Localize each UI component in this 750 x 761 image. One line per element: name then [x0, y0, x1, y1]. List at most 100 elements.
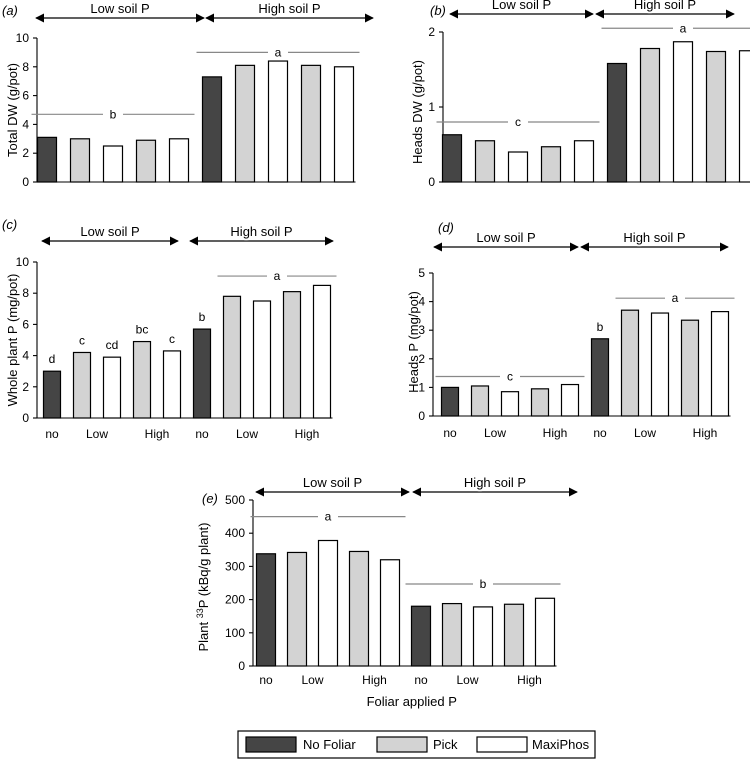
bar: [534, 597, 556, 667]
bar: [440, 386, 460, 417]
group-label: High soil P: [230, 224, 292, 239]
legend-frame: [237, 730, 596, 759]
bar: [36, 136, 58, 183]
bar: [573, 140, 595, 183]
x-tick-label: no: [414, 673, 428, 687]
y-tick-label: 2: [22, 380, 29, 394]
legend-label-maxiphos: MaxiPhos: [532, 737, 590, 752]
bar: [500, 391, 520, 417]
x-tick-label: Low: [86, 427, 108, 441]
y-tick-label: 1: [428, 100, 435, 114]
group-label: Low soil P: [80, 224, 139, 239]
x-tick-label: Low: [456, 673, 478, 687]
y-tick-label: 5: [418, 266, 425, 280]
bar: [192, 328, 212, 419]
x-tick-label: Low: [301, 673, 323, 687]
bar: [474, 140, 496, 183]
bar: [267, 60, 289, 183]
bar: [135, 139, 157, 183]
bar: [312, 284, 332, 419]
bar: [286, 551, 308, 667]
x-tick-label: Low: [236, 427, 258, 441]
panel-letter: (b): [430, 3, 446, 18]
significance-label: a: [672, 291, 679, 305]
y-axis-label: Heads P (mg/pot): [406, 291, 421, 393]
group-label: Low soil P: [492, 0, 551, 12]
x-tick-label: Low: [484, 426, 506, 440]
y-tick-label: 0: [22, 411, 29, 425]
bar: [300, 64, 322, 183]
bar: [201, 76, 223, 183]
panel-d: (d) 0 1 2 3 4 5 Heads P (mg/pot) c Low soil P b a Hi…: [406, 220, 735, 440]
bar: [222, 295, 242, 419]
y-tick-label: 100: [225, 626, 245, 640]
bar: [639, 47, 661, 183]
bar: [441, 134, 463, 183]
y-tick-label: 500: [225, 493, 245, 507]
x-tick-label: High: [517, 673, 542, 687]
significance-label: a: [274, 269, 281, 283]
legend-label-no-foliar: No Foliar: [303, 737, 356, 752]
y-axis-label-part: P (kBq/g plant): [196, 522, 211, 608]
x-tick-label: High: [362, 673, 387, 687]
significance-label: a: [275, 45, 282, 59]
group-label: High soil P: [258, 1, 320, 16]
y-tick-label: 2: [22, 146, 29, 160]
significance-label: c: [507, 370, 513, 384]
bar: [680, 319, 700, 417]
y-tick-label: 2: [418, 352, 425, 366]
significance-label: b: [110, 107, 117, 121]
y-axis-label: Whole plant P (mg/pot): [5, 274, 20, 407]
bar: [255, 553, 277, 667]
x-tick-label: no: [45, 427, 59, 441]
bar: [168, 138, 190, 183]
significance-label: c: [515, 115, 521, 129]
bar-letter-label: b: [597, 320, 604, 334]
y-tick-label: 4: [22, 117, 29, 131]
y-tick-label: 4: [22, 349, 29, 363]
bar: [379, 559, 401, 667]
panel-b: (b) 0 1 2 Heads DW (g/pot) c Low soil P a High s…: [410, 0, 750, 189]
x-axis-label: Foliar applied P: [367, 694, 457, 709]
bar-letter-label: c: [79, 333, 85, 347]
y-tick-label: 1: [418, 380, 425, 394]
bar: [410, 605, 432, 667]
y-tick-label: 0: [418, 409, 425, 423]
group-label: Low soil P: [476, 230, 535, 245]
bar: [441, 602, 463, 667]
bar: [162, 350, 182, 419]
y-tick-label: 10: [16, 255, 30, 269]
y-tick-label: 0: [22, 175, 29, 189]
y-tick-label: 300: [225, 559, 245, 573]
panel-letter: (e): [202, 491, 218, 506]
bar: [672, 41, 694, 183]
y-axis-label: Total DW (g/pot): [5, 63, 20, 157]
bar-letter-label: c: [169, 332, 175, 346]
group-label: High soil P: [634, 0, 696, 12]
x-tick-label: High: [693, 426, 718, 440]
y-tick-label: 6: [22, 89, 29, 103]
legend-swatch-pick: [376, 736, 428, 753]
significance-label: a: [325, 510, 332, 524]
bar: [472, 606, 494, 667]
bar: [606, 62, 628, 183]
panel-e: (e) 0 100 200 300 400 500 Plant 33P (kBq/g plan…: [195, 473, 578, 709]
bar: [234, 64, 256, 183]
bar: [650, 312, 670, 417]
y-axis-label: Plant 33P (kBq/g plant): [195, 522, 211, 651]
x-tick-label: no: [593, 426, 607, 440]
panel-c: (c) 0 2 4 6 8 10 Whole plant P (mg/pot) d c cd bc c L…: [2, 217, 337, 441]
bar: [282, 291, 302, 419]
legend-swatch-maxiphos: [476, 736, 528, 753]
y-tick-label: 0: [238, 659, 245, 673]
x-tick-label: no: [443, 426, 457, 440]
x-tick-label: High: [295, 427, 320, 441]
panel-a: (a) 0 2 4 6 8 10 Total DW (g/pot) b Low soil P a Hi…: [2, 0, 374, 189]
legend-swatch-no-foliar: [245, 736, 297, 753]
bar: [560, 383, 580, 417]
group-label: Low soil P: [303, 475, 362, 490]
bar-letter-label: d: [49, 352, 56, 366]
bar: [333, 66, 355, 183]
bar: [69, 138, 91, 183]
